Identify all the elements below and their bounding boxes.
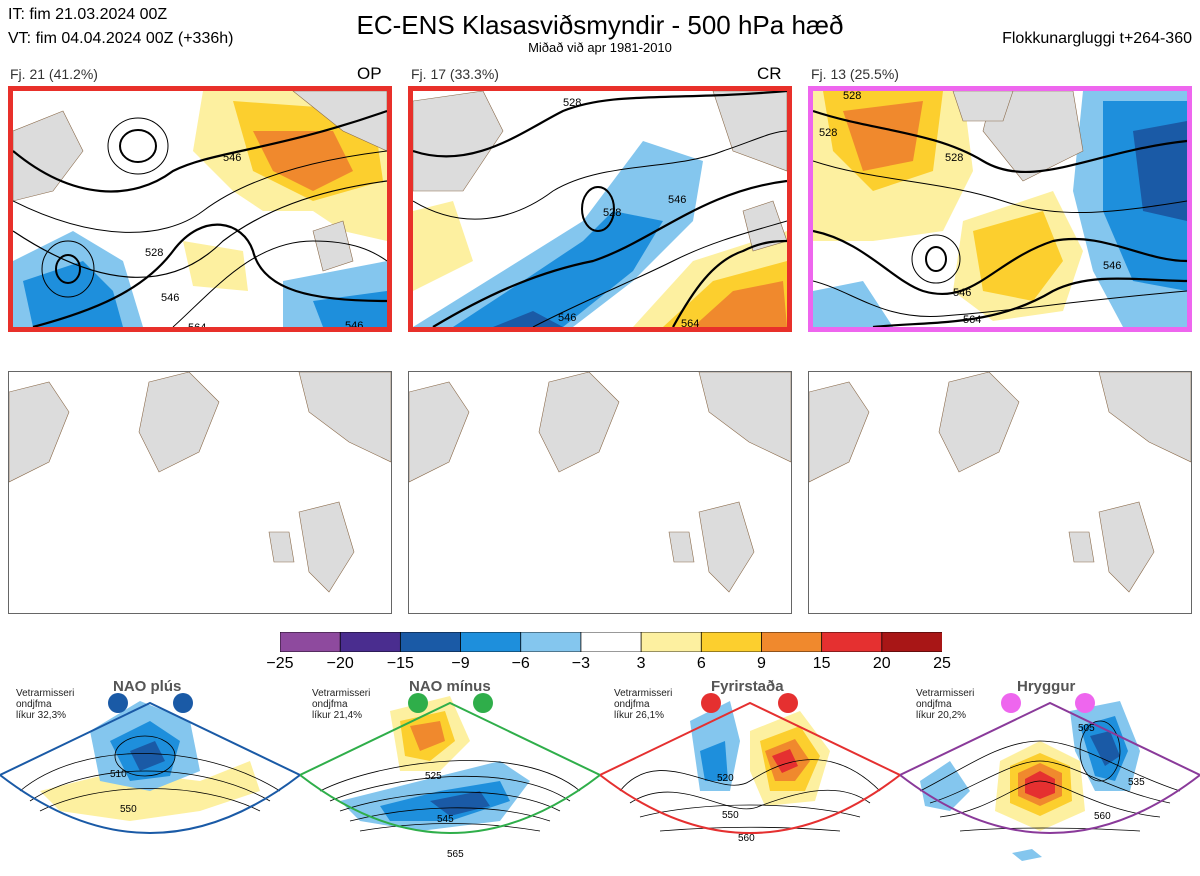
colorbar-tick-label: 3: [636, 655, 646, 672]
colorbar-tick-label: −25: [266, 655, 294, 672]
colorbar-segment: [640, 632, 703, 652]
contour-label: 546: [558, 312, 576, 324]
regime-contour-label: 525: [425, 771, 442, 782]
regime-contour-label: 505: [1078, 723, 1095, 734]
regime-name: NAO plús: [113, 678, 182, 695]
cluster-2-tag: CR: [757, 64, 782, 83]
colorbar-segment: [881, 632, 942, 652]
contour-label: 564: [963, 314, 981, 326]
colorbar-segment: [460, 632, 522, 652]
cluster-2-label: Fj. 17 (33.3%): [411, 66, 499, 82]
contour-label: 564: [681, 318, 699, 327]
colorbar-tick-label: −6: [511, 655, 530, 672]
colorbar-segment: [520, 632, 582, 652]
contour-label: 528: [563, 97, 581, 109]
regime-info: Vetrarmisseri ondjfma líkur 21,4%: [312, 688, 371, 721]
colorbar-tick-label: 20: [872, 655, 891, 672]
regime-info: Vetrarmisseri ondjfma líkur 32,3%: [16, 688, 75, 721]
regime-nao-minus: 525 545 565 NAO mínus Vetrarmisseri ondj…: [298, 678, 602, 871]
classification-window: Flokkunargluggi t+264-360: [1002, 30, 1192, 47]
colorbar-tick-label: 15: [812, 655, 831, 672]
colorbar-segment: [339, 632, 402, 652]
contour-label: 546: [223, 152, 241, 164]
regime-contour-label: 520: [717, 773, 734, 784]
regime-contour-label: 560: [738, 833, 755, 844]
initial-time: IT: fim 21.03.2024 00Z: [8, 6, 168, 23]
land-mask: [13, 91, 387, 272]
land-mask: [413, 91, 787, 252]
regime-contour-label: 565: [447, 849, 464, 860]
colorbar-tick-label: −9: [451, 655, 470, 672]
colorbar-tick-label: 6: [696, 655, 706, 672]
cluster-2-map: 528 546 528 546 564: [408, 86, 792, 332]
valid-time: VT: fim 04.04.2024 00Z (+336h): [8, 30, 234, 47]
colorbar-tick-label: −3: [571, 655, 591, 672]
regime-contour-label: 550: [722, 810, 739, 821]
colorbar-segment: [399, 632, 462, 652]
regime-contour-label: 535: [1128, 777, 1145, 788]
contour-label: 546: [161, 292, 179, 304]
regime-contour-label: 550: [120, 804, 137, 815]
contour-label: 528: [843, 91, 861, 102]
colorbar-segment: [821, 632, 883, 652]
contour-labels: 528 528 528 546 546 564: [819, 91, 1121, 326]
contour-label: 546: [953, 287, 971, 299]
page-subtitle: Miðað við apr 1981-2010: [528, 40, 672, 55]
regime-name: Fyrirstaða: [711, 678, 784, 695]
land-mask: [952, 91, 1084, 182]
regime-name: Hryggur: [1017, 678, 1076, 695]
contour-label: 564: [188, 322, 206, 327]
contour-label: 546: [668, 194, 686, 206]
page-title: EC-ENS Klasasviðsmyndir - 500 hPa hæð: [356, 10, 844, 40]
empty-map-1: [8, 371, 392, 614]
regime-blocking: 520 550 560 Fyrirstaða Vetrarmisseri ond…: [598, 678, 902, 871]
contour-label: 546: [345, 320, 363, 327]
colorbar-tick-label: −20: [326, 655, 354, 672]
regime-info: Vetrarmisseri ondjfma líkur 20,2%: [916, 688, 975, 721]
colorbar: [280, 632, 942, 652]
cluster-3-label: Fj. 13 (25.5%): [811, 66, 899, 82]
empty-map-2: [408, 371, 792, 614]
contour-labels: 528 546 528 546 564: [558, 97, 699, 327]
regime-info: Vetrarmisseri ondjfma líkur 26,1%: [614, 688, 673, 721]
cluster-1-map: 546 528 546 564 546: [8, 86, 392, 332]
colorbar-segment: [280, 632, 342, 652]
height-contours: [413, 91, 787, 327]
contour-labels: 546 528 546 564 546: [145, 152, 363, 327]
colorbar-tick-label: 25: [933, 655, 951, 672]
cluster-3-map: 528 528 528 546 546 564: [808, 86, 1192, 332]
regime-nao-plus: 510 550 NAO plús Vetrarmisseri ondjfma l…: [0, 678, 302, 871]
colorbar-segment: [580, 632, 642, 652]
contour-label: 528: [819, 127, 837, 139]
colorbar-tick-label: −15: [386, 655, 414, 672]
empty-map-3: [808, 371, 1192, 614]
colorbar-segment: [761, 632, 823, 652]
regime-contour-label: 510: [110, 769, 127, 780]
contour-label: 546: [1103, 260, 1121, 272]
regime-name: NAO mínus: [409, 678, 491, 695]
height-contours: [13, 109, 387, 327]
colorbar-tick-label: 9: [757, 655, 766, 672]
height-contours: [813, 109, 1187, 327]
regime-contour-label: 560: [1094, 811, 1111, 822]
regime-ridge: 505 535 560 Hryggur Vetrarmisseri ondjfm…: [898, 678, 1200, 871]
cluster-1-tag: OP: [357, 64, 382, 83]
contour-label: 528: [945, 152, 963, 164]
regime-contour-label: 545: [437, 814, 454, 825]
contour-label: 528: [603, 207, 621, 219]
contour-label: 528: [145, 247, 163, 259]
colorbar-segment: [700, 632, 763, 652]
cluster-1-label: Fj. 21 (41.2%): [10, 66, 98, 82]
